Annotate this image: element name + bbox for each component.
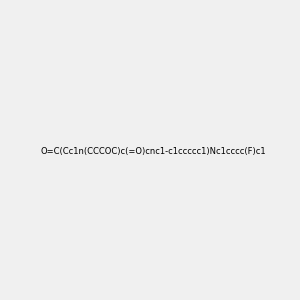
Text: O=C(Cc1n(CCCOC)c(=O)cnc1-c1ccccc1)Nc1cccc(F)c1: O=C(Cc1n(CCCOC)c(=O)cnc1-c1ccccc1)Nc1ccc… (41, 147, 267, 156)
